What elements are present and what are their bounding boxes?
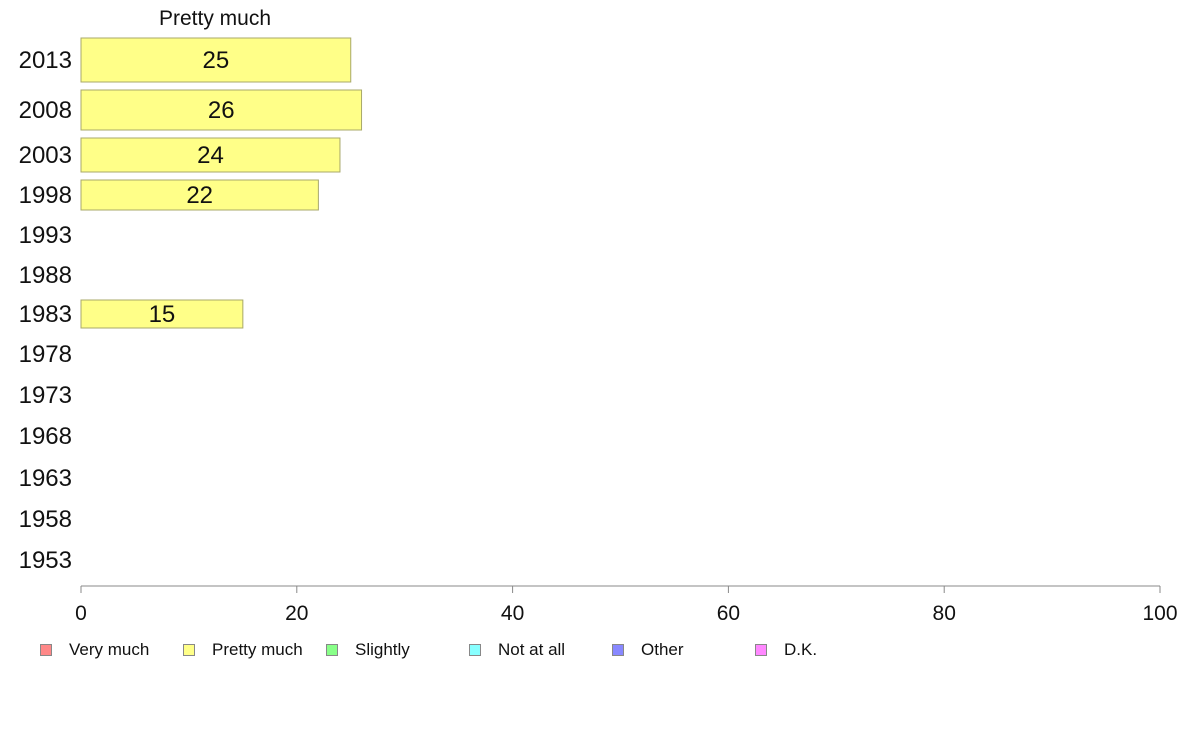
legend-swatch: [326, 644, 338, 656]
x-tick-label: 0: [75, 602, 87, 625]
y-tick-label: 1953: [19, 547, 72, 574]
legend-item: D.K.: [755, 640, 817, 660]
legend-label: Very much: [69, 640, 150, 659]
legend-swatch: [469, 644, 481, 656]
legend: Very much Pretty much Slightly Not at all Ot…: [40, 640, 940, 660]
y-tick-label: 1963: [19, 465, 72, 492]
legend-item: Pretty much: [183, 640, 303, 660]
y-tick-label: 1988: [19, 262, 72, 289]
legend-label: Not at all: [498, 640, 566, 659]
bar-value-label: 15: [149, 301, 176, 328]
y-tick-label: 2013: [19, 47, 72, 74]
y-tick-label: 2008: [19, 97, 72, 124]
bar: [80, 299, 244, 329]
legend-item: Not at all: [469, 640, 565, 660]
bar: [80, 89, 363, 131]
bar: [80, 37, 352, 83]
bar-value-label: 24: [197, 142, 224, 169]
bar: [80, 179, 319, 211]
legend-swatch: [612, 644, 624, 656]
y-tick-label: 1983: [19, 301, 72, 328]
bar: [80, 137, 341, 173]
chart-title: Pretty much: [159, 7, 271, 30]
legend-swatch: [183, 644, 195, 656]
x-tick-label: 20: [285, 602, 308, 625]
y-tick-label: 1998: [19, 182, 72, 209]
x-tick-label: 100: [1142, 602, 1177, 625]
y-tick-label: 1978: [19, 341, 72, 368]
y-tick-label: 1993: [19, 222, 72, 249]
legend-swatch: [40, 644, 52, 656]
y-tick-label: 1958: [19, 506, 72, 533]
y-tick-label: 1973: [19, 382, 72, 409]
x-tick-label: 40: [501, 602, 524, 625]
legend-label: Other: [641, 640, 684, 659]
x-tick-label: 80: [933, 602, 956, 625]
y-tick-label: 2003: [19, 142, 72, 169]
y-tick-label: 1968: [19, 423, 72, 450]
legend-item: Slightly: [326, 640, 410, 660]
legend-item: Very much: [40, 640, 149, 660]
legend-label: Slightly: [355, 640, 410, 659]
bar-value-label: 25: [203, 47, 230, 74]
legend-label: Pretty much: [212, 640, 303, 659]
bar-value-label: 22: [186, 182, 213, 209]
legend-item: Other: [612, 640, 684, 660]
x-tick-label: 60: [717, 602, 740, 625]
bar-value-label: 26: [208, 97, 235, 124]
legend-label: D.K.: [784, 640, 818, 659]
legend-swatch: [755, 644, 767, 656]
